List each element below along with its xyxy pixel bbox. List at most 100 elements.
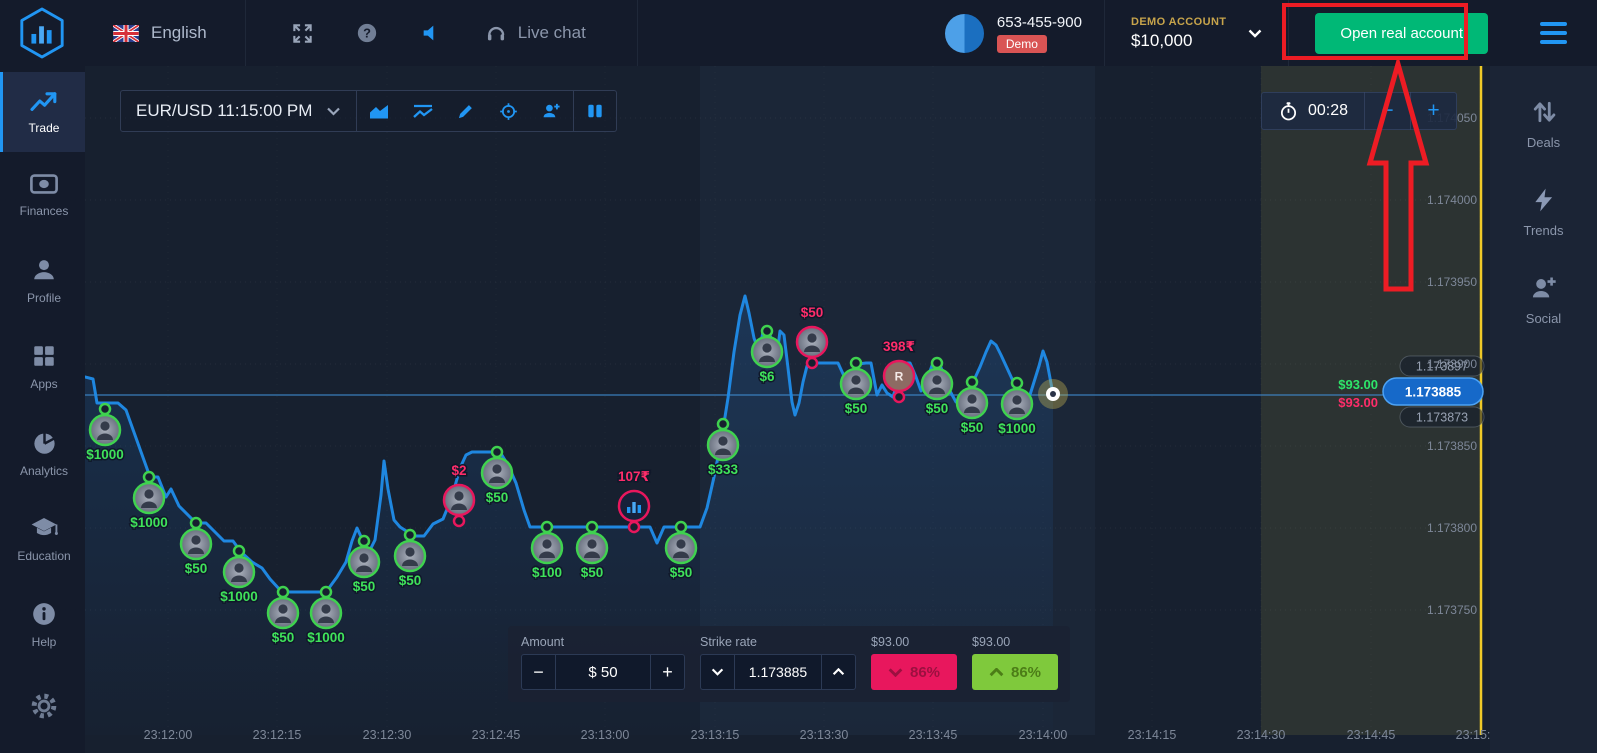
chart-type-area-button[interactable]	[357, 90, 401, 132]
target-icon	[500, 102, 518, 120]
svg-text:1.173800: 1.173800	[1427, 521, 1477, 535]
svg-text:$6: $6	[759, 369, 775, 384]
open-real-account-button[interactable]: Open real account	[1315, 12, 1488, 54]
buy-higher-button[interactable]: 86%	[972, 654, 1058, 690]
left-sidebar: Trade Finances Profile Apps	[0, 66, 85, 753]
draw-tool-button[interactable]	[445, 90, 487, 132]
up-percent: 86%	[1010, 663, 1042, 681]
social-trading-button[interactable]	[530, 90, 573, 132]
chevron-down-icon	[1249, 29, 1262, 38]
amount-decrease-button[interactable]: −	[533, 661, 544, 682]
svg-text:1.173900: 1.173900	[1427, 357, 1477, 371]
down-payout-label: $93.00	[871, 635, 910, 649]
asset-selector[interactable]: EUR/USD 11:15:00 PM	[120, 90, 358, 132]
fullscreen-button[interactable]	[270, 0, 335, 66]
strike-increase-button[interactable]	[822, 655, 855, 689]
sidebar-label: Finances	[19, 204, 69, 218]
svg-text:$50: $50	[399, 573, 422, 588]
svg-text:$50: $50	[581, 565, 604, 580]
account-info[interactable]: 653-455-900 Demo	[923, 13, 1104, 53]
crosshair-tool-button[interactable]	[487, 90, 530, 132]
up-payout-label: $93.00	[972, 635, 1011, 649]
svg-text:107₹: 107₹	[618, 469, 650, 484]
info-icon	[33, 603, 55, 625]
demo-badge: Demo	[996, 34, 1047, 53]
sidebar-item-trade[interactable]: Trade	[0, 72, 85, 152]
sidebar-item-social[interactable]: Social	[1490, 256, 1597, 344]
sidebar-item-profile[interactable]: Profile	[0, 238, 85, 324]
svg-text:23:14:00: 23:14:00	[1019, 728, 1068, 742]
svg-text:$50: $50	[845, 401, 868, 416]
svg-text:$1000: $1000	[86, 447, 124, 462]
amount-stepper: − $ 50 +	[521, 654, 685, 690]
menu-button[interactable]	[1540, 22, 1567, 44]
trade-marker: $50	[266, 585, 300, 647]
sidebar-item-education[interactable]: Education	[0, 496, 85, 582]
trade-marker: $50	[575, 520, 609, 582]
logo-hexagon-icon	[20, 7, 64, 59]
help-button[interactable]: ?	[335, 0, 399, 66]
settings-button[interactable]	[0, 676, 85, 736]
svg-text:R: R	[895, 370, 904, 384]
sidebar-item-trends[interactable]: Trends	[1490, 168, 1597, 256]
separator	[1103, 0, 1105, 66]
person-plus-icon	[1532, 277, 1556, 298]
balance-dropdown[interactable]: DEMO ACCOUNT $10,000	[1105, 0, 1288, 66]
svg-text:$50: $50	[926, 401, 949, 416]
strike-rate-value[interactable]: 1.173885	[734, 655, 822, 689]
svg-text:$333: $333	[708, 462, 739, 477]
svg-text:23:12:45: 23:12:45	[472, 728, 521, 742]
person-plus-icon	[543, 103, 560, 118]
trade-marker: $2	[442, 462, 476, 528]
svg-text:$1000: $1000	[307, 630, 345, 645]
trade-marker: $100	[530, 520, 564, 582]
timer-increase-button[interactable]: +	[1427, 99, 1440, 122]
app-logo[interactable]	[17, 6, 67, 60]
sound-button[interactable]	[399, 0, 463, 66]
timer-decrease-button[interactable]: −	[1381, 99, 1394, 122]
svg-text:$1000: $1000	[130, 515, 168, 530]
language-selector[interactable]: English	[67, 0, 245, 66]
trade-marker: $50	[839, 356, 873, 418]
sidebar-label: Profile	[26, 291, 61, 305]
svg-text:$100: $100	[532, 565, 562, 580]
amount-label: Amount	[521, 635, 565, 649]
profile-icon	[34, 260, 54, 280]
layout-button[interactable]	[574, 90, 616, 132]
payout-above-label: $93.00	[1338, 377, 1378, 392]
sidebar-item-analytics[interactable]: Analytics	[0, 410, 85, 496]
svg-text:$50: $50	[272, 630, 295, 645]
trade-marker: $50	[795, 304, 829, 370]
sidebar-label: Education	[17, 549, 71, 563]
sidebar-item-deals[interactable]: Deals	[1490, 80, 1597, 168]
svg-text:23:13:30: 23:13:30	[800, 728, 849, 742]
speaker-icon	[423, 25, 434, 41]
sidebar-item-apps[interactable]: Apps	[0, 324, 85, 410]
amount-increase-button[interactable]: +	[662, 661, 673, 682]
live-chat-button[interactable]: Live chat	[463, 0, 607, 66]
apps-icon	[34, 346, 54, 366]
sell-lower-button[interactable]: 86%	[871, 654, 957, 690]
layout-grid-icon	[588, 104, 603, 118]
sidebar-item-finances[interactable]: Finances	[0, 152, 85, 238]
sidebar-item-help[interactable]: Help	[0, 582, 85, 668]
down-group: $93.00 86%	[871, 635, 957, 690]
sidebar-label: Trends	[1523, 223, 1564, 238]
trade-marker: $50	[480, 445, 514, 507]
amount-group: Amount − $ 50 +	[521, 635, 685, 690]
separator	[1288, 0, 1290, 66]
chart-type-line-button[interactable]	[401, 90, 445, 132]
chevron-down-icon	[888, 667, 903, 677]
sidebar-label: Social	[1525, 311, 1562, 326]
strike-group: Strike rate 1.173885	[700, 635, 856, 690]
analytics-icon	[33, 432, 55, 454]
svg-text:23:12:15: 23:12:15	[253, 728, 302, 742]
strike-decrease-button[interactable]	[701, 655, 734, 689]
amount-value[interactable]: $ 50	[555, 655, 651, 689]
question-icon: ?	[357, 23, 376, 43]
trade-marker: $1000	[85, 402, 125, 464]
svg-text:23:12:00: 23:12:00	[144, 728, 193, 742]
trade-marker: $50	[664, 520, 698, 582]
svg-text:$50: $50	[185, 561, 208, 576]
